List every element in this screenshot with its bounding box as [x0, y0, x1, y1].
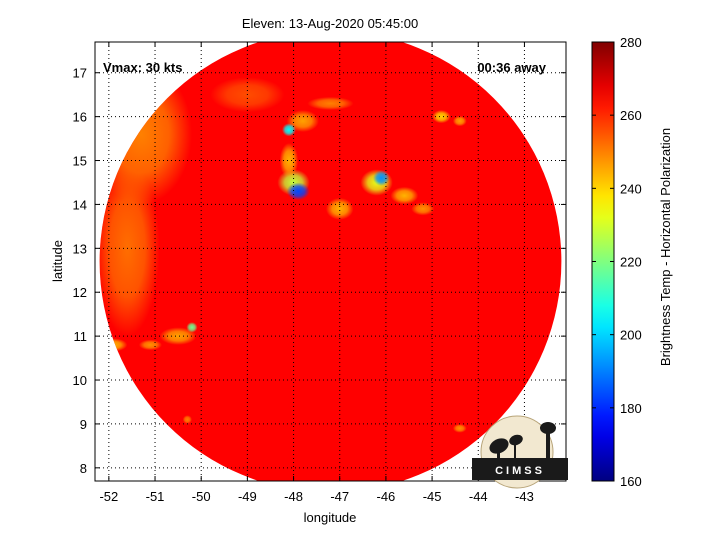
colorbar-tick-label: 220	[620, 255, 642, 270]
x-tick-label: -45	[423, 489, 442, 504]
y-tick-label: 13	[73, 241, 87, 256]
tb-feature	[390, 186, 419, 205]
y-axis-label: latitude	[50, 240, 65, 282]
y-axis: 8 9 10 11 12 13 14 15 16 17	[73, 66, 566, 476]
vmax-label: Vmax: 30 kts	[103, 60, 183, 75]
colorbar-tick-label: 260	[620, 108, 642, 123]
colorbar-label: Brightness Temp - Horizontal Polarizatio…	[658, 128, 673, 366]
x-tick-label: -43	[515, 489, 534, 504]
y-tick-label: 8	[80, 461, 87, 476]
y-tick-label: 14	[73, 197, 87, 212]
tb-feature	[307, 96, 354, 111]
colorbar-tick-label: 180	[620, 401, 642, 416]
tb-feature	[452, 423, 467, 433]
tb-feature	[432, 110, 451, 124]
tb-feature	[138, 339, 162, 351]
x-tick-label: -52	[99, 489, 118, 504]
colorbar-tick-label: 280	[620, 35, 642, 50]
colorbar-tick-label: 240	[620, 181, 642, 196]
logo-text: CIMSS	[495, 465, 545, 477]
x-tick-label: -49	[238, 489, 257, 504]
tb-feature	[186, 322, 198, 333]
x-tick-label: -46	[377, 489, 396, 504]
tb-feature	[452, 115, 467, 127]
y-tick-label: 9	[80, 417, 87, 432]
y-tick-label: 15	[73, 154, 87, 169]
colorbar-ticks: 160 180 200 220 240 260 280	[592, 35, 642, 489]
x-tick-label: -48	[284, 489, 303, 504]
y-tick-label: 10	[73, 373, 87, 388]
x-tick-label: -51	[146, 489, 165, 504]
x-tick-label: -50	[192, 489, 211, 504]
time-away-label: 00:36 away	[477, 60, 546, 75]
x-tick-label: -47	[330, 489, 349, 504]
tb-feature	[372, 170, 390, 186]
y-tick-label: 12	[73, 285, 87, 300]
tb-feature	[286, 182, 310, 201]
x-axis-label: longitude	[304, 510, 357, 525]
cimss-logo: CIMSS	[472, 415, 568, 489]
tb-feature	[159, 327, 197, 345]
tb-feature	[182, 415, 192, 424]
tb-feature	[279, 142, 299, 179]
colorbar-tick-label: 160	[620, 474, 642, 489]
tb-feature	[411, 202, 435, 216]
chart-title: Eleven: 13-Aug-2020 05:45:00	[242, 16, 418, 31]
tb-feature	[325, 197, 354, 220]
x-tick-label: -44	[469, 489, 488, 504]
y-tick-label: 11	[74, 329, 88, 344]
tb-feature	[282, 123, 296, 137]
colorbar-tick-label: 200	[620, 328, 642, 343]
y-tick-label: 17	[73, 66, 87, 81]
swath-image	[99, 42, 562, 481]
swath-group	[99, 42, 562, 481]
x-axis: -52 -51 -50 -49 -48 -47 -46 -45 -44 -43	[99, 42, 534, 504]
plot-frame	[94, 41, 567, 482]
y-tick-label: 16	[73, 110, 87, 125]
